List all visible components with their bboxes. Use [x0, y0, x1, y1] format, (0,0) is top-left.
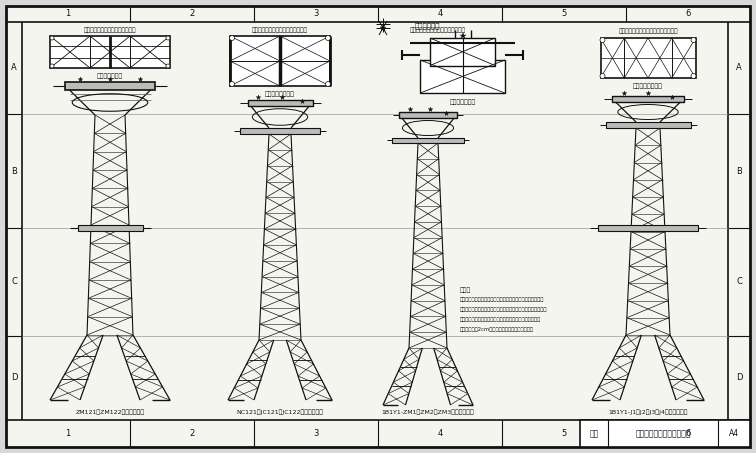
Text: 的间距不小于2cm，如有间题应适时组结束设计。: 的间距不小于2cm，如有间题应适时组结束设计。 — [460, 328, 534, 333]
Text: ZM121、ZM122杆装置示意图: ZM121、ZM122杆装置示意图 — [76, 409, 144, 415]
Text: 安装在中横担上少腰前侧中间位置: 安装在中横担上少腰前侧中间位置 — [84, 27, 136, 33]
Text: 连接钢头，但掌握笔示录应分本各件件棒或奥件与各各打件: 连接钢头，但掌握笔示录应分本各件件棒或奥件与各各打件 — [460, 318, 541, 323]
Circle shape — [230, 82, 234, 87]
Text: 光元在地线夹上平面斜材斜面上位置: 光元在地线夹上平面斜材斜面上位置 — [410, 27, 466, 33]
Text: 布地线交叉上平面: 布地线交叉上平面 — [633, 83, 663, 89]
Text: 5: 5 — [562, 429, 567, 438]
Bar — [247, 100, 312, 106]
Text: 3: 3 — [313, 429, 319, 438]
Circle shape — [50, 64, 54, 68]
Text: D: D — [736, 374, 742, 382]
Text: C: C — [736, 278, 742, 286]
Bar — [240, 128, 320, 134]
Text: B: B — [11, 167, 17, 175]
Text: 2: 2 — [189, 429, 194, 438]
Circle shape — [50, 36, 54, 40]
Bar — [612, 96, 684, 102]
Text: A4: A4 — [729, 429, 739, 439]
Text: 中间横担上平面: 中间横担上平面 — [97, 73, 123, 79]
Text: 图号: 图号 — [590, 429, 599, 439]
Bar — [598, 225, 698, 231]
Bar — [65, 82, 155, 90]
Circle shape — [166, 36, 170, 40]
Bar — [420, 60, 505, 93]
Bar — [230, 36, 330, 86]
Circle shape — [230, 35, 234, 40]
Text: 本图所置示意本台，并指过过中各各部位符号上的打件，请介: 本图所置示意本台，并指过过中各各部位符号上的打件，请介 — [460, 298, 544, 303]
Text: 5: 5 — [562, 10, 567, 19]
Circle shape — [600, 73, 605, 78]
Bar — [399, 112, 457, 118]
Text: 掌握符件的概体图，可其此在必须适时充置重组关定位置的打件: 掌握符件的概体图，可其此在必须适时充置重组关定位置的打件 — [460, 308, 547, 313]
Text: 4: 4 — [438, 429, 442, 438]
Text: 1: 1 — [65, 10, 70, 19]
Text: 安装在地线交叉上平面主材中间位置: 安装在地线交叉上平面主材中间位置 — [252, 27, 308, 33]
Text: 4: 4 — [438, 10, 442, 19]
Circle shape — [600, 38, 605, 43]
Text: 3: 3 — [313, 10, 319, 19]
Circle shape — [166, 64, 170, 68]
Text: 说明：: 说明： — [460, 287, 471, 293]
Text: 1: 1 — [65, 429, 70, 438]
Text: NC121、JC121、JC122杆装置示意图: NC121、JC121、JC122杆装置示意图 — [237, 409, 324, 415]
Bar — [392, 138, 464, 143]
Bar — [580, 420, 750, 447]
Bar — [430, 38, 495, 66]
Bar — [606, 122, 690, 128]
Text: 布地线交叉上平面: 布地线交叉上平面 — [265, 91, 295, 97]
Bar — [600, 38, 696, 78]
Text: B: B — [736, 167, 742, 175]
Text: C: C — [11, 278, 17, 286]
Circle shape — [691, 38, 696, 43]
Text: 航空障碍灯安装位置示意图: 航空障碍灯安装位置示意图 — [635, 429, 691, 439]
Circle shape — [326, 82, 330, 87]
Text: 2: 2 — [189, 10, 194, 19]
Text: 布地线夹安正面: 布地线夹安正面 — [449, 99, 476, 105]
Circle shape — [326, 35, 330, 40]
Text: 安装在地线夹主叉上平面主材中间位置: 安装在地线夹主叉上平面主材中间位置 — [618, 28, 677, 34]
Bar — [78, 225, 142, 231]
Text: 1B1Y1-ZM1、ZM2、ZM3杆装置示意图: 1B1Y1-ZM1、ZM2、ZM3杆装置示意图 — [382, 409, 474, 415]
Text: A: A — [736, 63, 742, 72]
Text: 6: 6 — [685, 429, 691, 438]
Text: D: D — [11, 374, 17, 382]
Bar — [50, 36, 170, 68]
Text: 1B1Y1-J1、J2、J3、J4杆装置示意图: 1B1Y1-J1、J2、J3、J4杆装置示意图 — [609, 409, 688, 415]
Text: A: A — [11, 63, 17, 72]
Text: 6: 6 — [685, 10, 691, 19]
Text: 航空障碍示灯: 航空障碍示灯 — [415, 23, 441, 29]
Circle shape — [691, 73, 696, 78]
